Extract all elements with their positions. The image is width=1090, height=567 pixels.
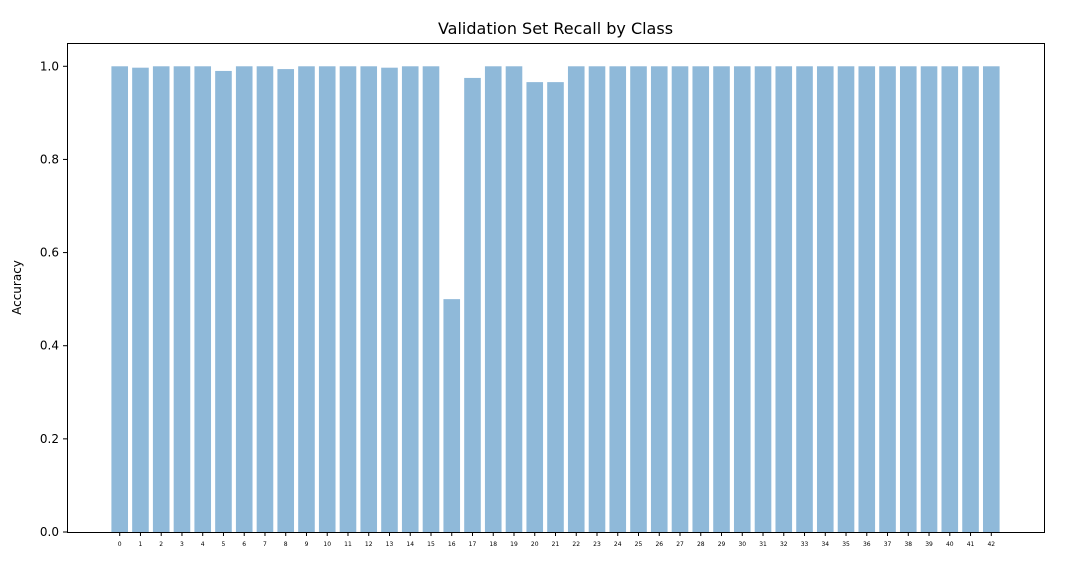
bar-40 — [941, 66, 959, 533]
bar-1 — [132, 67, 149, 532]
bar-35 — [837, 66, 855, 533]
x-tick-label: 7 — [263, 541, 267, 548]
bar-18 — [484, 66, 502, 533]
bar-9 — [298, 66, 315, 533]
x-tick-label: 8 — [284, 541, 288, 548]
bar-31 — [754, 66, 772, 533]
bar-30 — [733, 66, 751, 533]
x-tick-label: 15 — [427, 541, 435, 548]
x-tick-label: 23 — [593, 541, 601, 548]
bar-21 — [547, 82, 564, 533]
bar-37 — [879, 66, 896, 533]
bar-0 — [111, 66, 129, 533]
x-tick-label: 16 — [448, 541, 456, 548]
y-axis-ticks: 0.0 0.2 0.4 0.6 0.8 1.0 — [40, 59, 67, 539]
x-tick-label: 41 — [967, 541, 975, 548]
bar-20 — [526, 82, 544, 533]
x-tick-label: 35 — [842, 541, 850, 548]
bar-17 — [464, 77, 481, 532]
bar-25 — [630, 66, 647, 533]
chart-title: Validation Set Recall by Class — [438, 19, 673, 38]
bar-16 — [443, 299, 461, 532]
x-tick-label: 1 — [139, 541, 143, 548]
x-tick-label: 17 — [469, 541, 477, 548]
bar-15 — [422, 66, 440, 533]
x-tick-label: 0 — [118, 541, 122, 548]
x-tick-label: 10 — [323, 541, 331, 548]
x-tick-label: 33 — [801, 541, 809, 548]
bar-6 — [235, 66, 253, 533]
x-tick-label: 13 — [386, 541, 394, 548]
bar-33 — [796, 66, 813, 533]
y-tick-label: 0.2 — [40, 432, 59, 446]
bar-10 — [318, 66, 336, 533]
y-tick-label: 0.8 — [40, 152, 59, 166]
bar-19 — [505, 66, 523, 533]
x-axis-ticks: 0 1 2 3 4 5 6 7 8 9 10 11 12 13 14 15 16 17 18 19 20 21 22 23 24… — [118, 532, 995, 548]
x-tick-label: 2 — [159, 541, 163, 548]
bar-14 — [401, 66, 419, 533]
bar-39 — [920, 66, 938, 533]
bar-22 — [567, 66, 585, 533]
bar-36 — [858, 66, 876, 533]
bar-13 — [381, 67, 398, 532]
x-tick-label: 21 — [552, 541, 560, 548]
bar-2 — [152, 66, 170, 533]
y-axis-label: Accuracy — [10, 260, 24, 315]
x-tick-label: 36 — [863, 541, 871, 548]
x-tick-label: 38 — [904, 541, 912, 548]
x-tick-label: 31 — [759, 541, 767, 548]
x-tick-label: 6 — [242, 541, 246, 548]
bar-5 — [215, 70, 232, 532]
x-tick-label: 11 — [344, 541, 352, 548]
bar-26 — [650, 66, 668, 533]
x-tick-label: 30 — [738, 541, 746, 548]
x-tick-label: 20 — [531, 541, 539, 548]
bar-23 — [588, 66, 606, 533]
bar-7 — [256, 66, 274, 533]
x-tick-label: 12 — [365, 541, 373, 548]
x-tick-label: 3 — [180, 541, 184, 548]
x-tick-label: 28 — [697, 541, 705, 548]
x-tick-label: 9 — [305, 541, 309, 548]
x-tick-label: 25 — [635, 541, 643, 548]
bar-42 — [982, 66, 1000, 533]
y-tick-label: 0.6 — [40, 246, 59, 260]
x-tick-label: 18 — [489, 541, 497, 548]
x-tick-label: 32 — [780, 541, 788, 548]
x-tick-label: 42 — [987, 541, 995, 548]
x-tick-label: 29 — [718, 541, 726, 548]
bar-11 — [339, 66, 357, 533]
bars — [111, 66, 1000, 533]
x-tick-label: 27 — [676, 541, 684, 548]
x-tick-label: 19 — [510, 541, 518, 548]
bar-28 — [692, 66, 710, 533]
x-tick-label: 4 — [201, 541, 205, 548]
y-tick-label: 0.0 — [40, 525, 59, 539]
x-tick-label: 40 — [946, 541, 954, 548]
x-tick-label: 26 — [655, 541, 663, 548]
bar-12 — [360, 66, 378, 533]
x-tick-label: 22 — [572, 541, 580, 548]
bar-32 — [775, 66, 793, 533]
bar-4 — [194, 66, 212, 533]
bar-38 — [899, 66, 917, 533]
bar-8 — [277, 69, 295, 532]
bar-34 — [816, 66, 834, 533]
bar-24 — [609, 66, 627, 533]
bar-27 — [671, 66, 689, 533]
plot-frame — [67, 43, 1045, 533]
x-tick-label: 37 — [884, 541, 892, 548]
x-tick-label: 34 — [821, 541, 829, 548]
bar-29 — [713, 66, 730, 533]
bar-3 — [173, 66, 191, 533]
x-tick-label: 24 — [614, 541, 622, 548]
bar-41 — [962, 66, 979, 533]
x-tick-label: 39 — [925, 541, 933, 548]
y-tick-label: 0.4 — [40, 339, 59, 353]
y-tick-label: 1.0 — [40, 59, 59, 73]
x-tick-label: 5 — [222, 541, 226, 548]
x-tick-label: 14 — [406, 541, 414, 548]
